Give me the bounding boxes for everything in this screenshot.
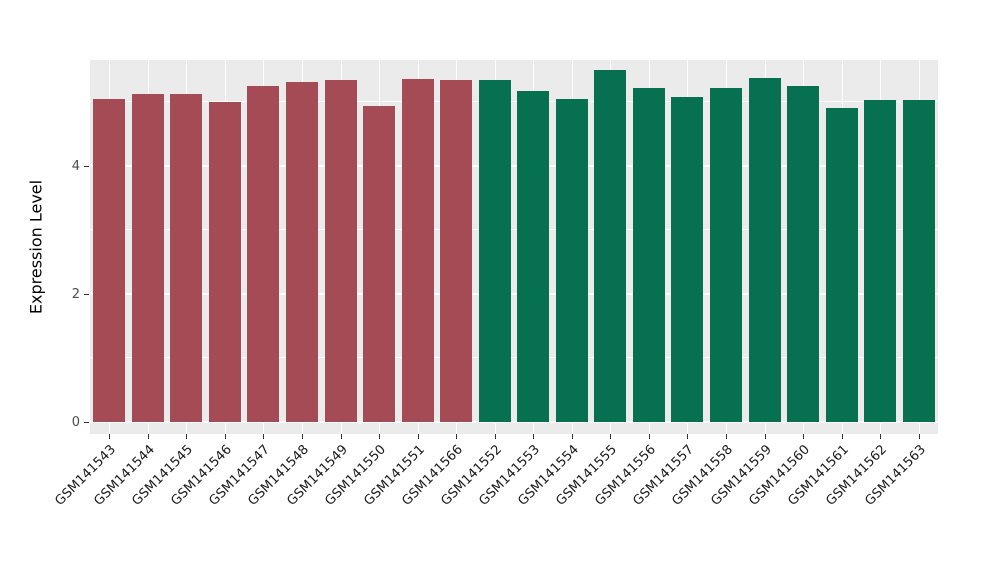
bar: [517, 91, 549, 422]
x-tick-mark: [841, 434, 843, 439]
x-tick-mark: [610, 434, 612, 439]
x-tick-mark: [918, 434, 920, 439]
bar: [671, 97, 703, 422]
x-tick-mark: [340, 434, 342, 439]
x-tick-mark: [764, 434, 766, 439]
bar: [325, 80, 357, 422]
bar: [440, 80, 472, 422]
bar: [826, 108, 858, 422]
x-tick-mark: [687, 434, 689, 439]
x-tick-mark: [109, 434, 111, 439]
bar: [286, 82, 318, 422]
gridline-minor: [90, 101, 938, 102]
y-tick-mark: [84, 166, 89, 167]
x-tick-mark: [456, 434, 458, 439]
x-tick-mark: [571, 434, 573, 439]
x-tick-mark: [263, 434, 265, 439]
bar: [633, 88, 665, 422]
y-tick-mark: [84, 294, 89, 295]
bar: [479, 80, 511, 422]
bar: [710, 88, 742, 422]
bar: [132, 94, 164, 422]
gridline-major: [90, 293, 938, 295]
x-tick-mark: [379, 434, 381, 439]
x-tick-mark: [648, 434, 650, 439]
bar: [903, 100, 935, 422]
bar: [556, 99, 588, 422]
plot-panel: [90, 60, 938, 434]
x-tick-mark: [186, 434, 188, 439]
y-tick-label: 2: [71, 287, 80, 302]
bar: [749, 78, 781, 422]
bar: [402, 79, 434, 422]
gridline-minor: [90, 229, 938, 230]
x-tick-mark: [147, 434, 149, 439]
x-tick-mark: [302, 434, 303, 439]
gridline-major: [90, 165, 938, 167]
x-tick-mark: [224, 434, 226, 439]
bar: [594, 70, 626, 422]
gridline-major: [90, 421, 938, 423]
bar: [247, 86, 279, 422]
x-tick-mark: [880, 434, 882, 439]
x-tick-mark: [726, 434, 727, 439]
y-tick-mark: [84, 422, 89, 423]
gridline-minor: [90, 357, 938, 358]
y-tick-label: 4: [71, 159, 80, 174]
x-tick-mark: [533, 434, 535, 439]
x-tick-mark: [494, 434, 496, 439]
x-tick-mark: [417, 434, 419, 439]
bar: [787, 86, 819, 422]
x-tick-mark: [803, 434, 805, 439]
bar: [93, 99, 125, 422]
bar: [363, 106, 395, 422]
bar: [170, 94, 202, 422]
bar: [209, 102, 241, 422]
y-tick-label: 0: [71, 415, 80, 430]
bar: [864, 100, 896, 422]
